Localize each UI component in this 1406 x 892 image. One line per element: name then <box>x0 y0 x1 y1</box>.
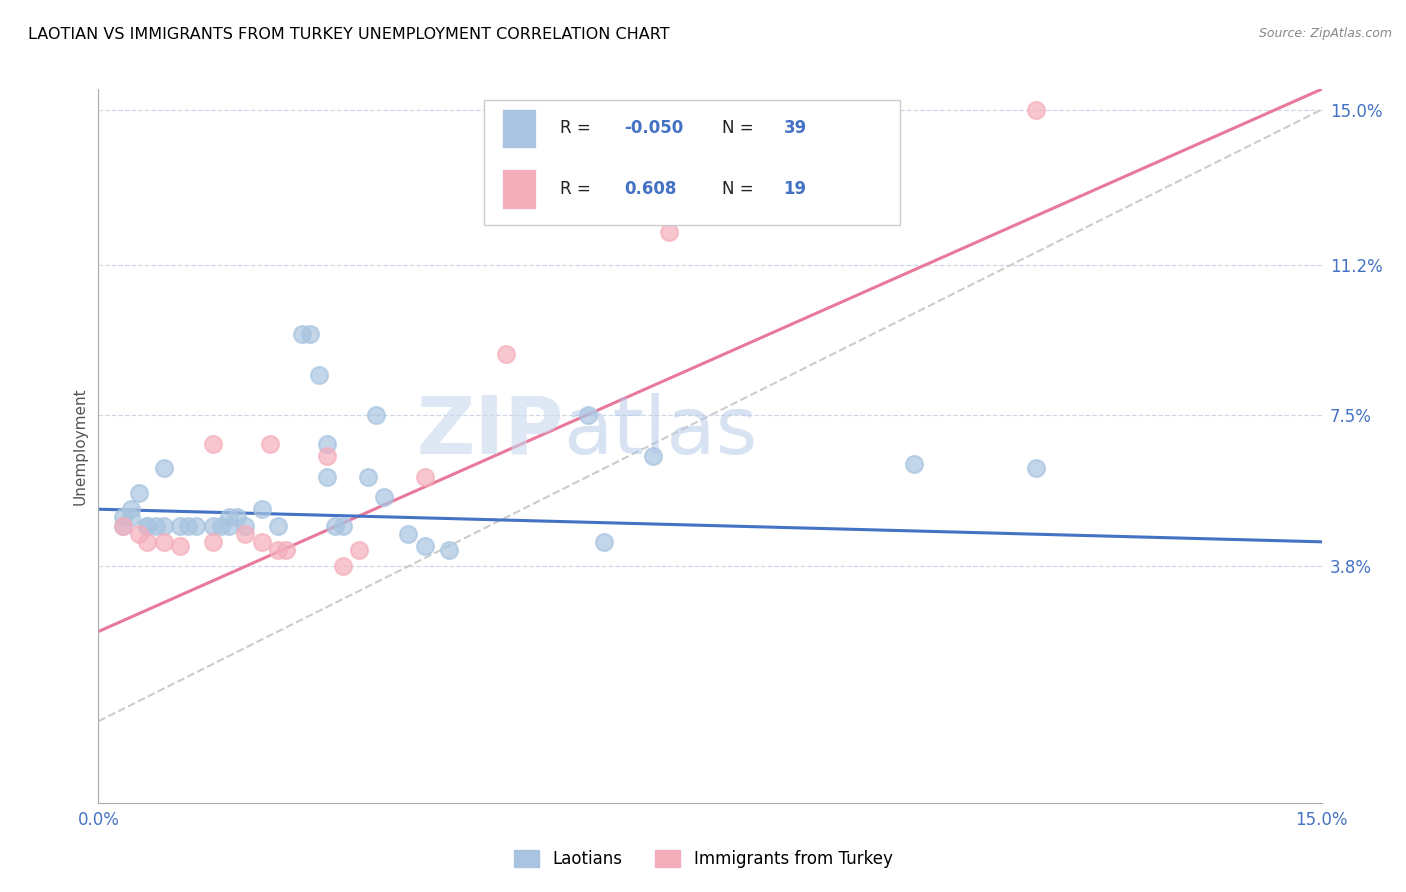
Text: 19: 19 <box>783 180 807 198</box>
FancyBboxPatch shape <box>502 109 536 148</box>
Point <box>169 518 191 533</box>
Point <box>250 502 273 516</box>
Point <box>128 486 150 500</box>
Point <box>186 518 208 533</box>
Point <box>356 469 378 483</box>
Text: R =: R = <box>560 180 600 198</box>
Point <box>291 326 314 341</box>
Point <box>250 534 273 549</box>
Point <box>226 510 249 524</box>
Point <box>201 518 224 533</box>
Point <box>233 526 256 541</box>
Point <box>576 409 599 423</box>
Point <box>593 534 616 549</box>
Point <box>111 518 134 533</box>
Point <box>308 368 330 382</box>
Text: atlas: atlas <box>564 392 758 471</box>
Point <box>209 518 232 533</box>
Point <box>201 534 224 549</box>
Point <box>1025 103 1047 117</box>
Text: 0.608: 0.608 <box>624 180 676 198</box>
FancyBboxPatch shape <box>484 100 900 225</box>
Point <box>152 461 174 475</box>
Legend: Laotians, Immigrants from Turkey: Laotians, Immigrants from Turkey <box>508 843 898 875</box>
Point <box>152 518 174 533</box>
Point <box>323 518 346 533</box>
Point <box>201 437 224 451</box>
Text: -0.050: -0.050 <box>624 120 683 137</box>
Point <box>658 225 681 239</box>
Point <box>495 347 517 361</box>
FancyBboxPatch shape <box>502 169 536 209</box>
Point <box>169 539 191 553</box>
Point <box>903 458 925 472</box>
Text: Source: ZipAtlas.com: Source: ZipAtlas.com <box>1258 27 1392 40</box>
Point <box>274 543 297 558</box>
Point <box>349 543 371 558</box>
Text: N =: N = <box>723 120 759 137</box>
Point <box>437 543 460 558</box>
Point <box>373 490 395 504</box>
Point <box>218 510 240 524</box>
Point <box>332 559 354 574</box>
Point <box>136 518 159 533</box>
Point <box>259 437 281 451</box>
Point <box>233 518 256 533</box>
Point <box>177 518 200 533</box>
Point <box>136 534 159 549</box>
Y-axis label: Unemployment: Unemployment <box>72 387 87 505</box>
Point <box>267 518 290 533</box>
Point <box>120 502 142 516</box>
Point <box>111 510 134 524</box>
Point <box>299 326 322 341</box>
Point <box>332 518 354 533</box>
Point <box>267 543 290 558</box>
Point <box>136 518 159 533</box>
Point <box>1025 461 1047 475</box>
Text: N =: N = <box>723 180 759 198</box>
Point <box>315 469 337 483</box>
Text: R =: R = <box>560 120 596 137</box>
Text: LAOTIAN VS IMMIGRANTS FROM TURKEY UNEMPLOYMENT CORRELATION CHART: LAOTIAN VS IMMIGRANTS FROM TURKEY UNEMPL… <box>28 27 669 42</box>
Point <box>396 526 419 541</box>
Point <box>145 518 167 533</box>
Point <box>413 539 436 553</box>
Point <box>413 469 436 483</box>
Point <box>315 437 337 451</box>
Point <box>152 534 174 549</box>
Point <box>315 449 337 463</box>
Point <box>120 510 142 524</box>
Point <box>364 409 387 423</box>
Point <box>641 449 664 463</box>
Point <box>218 518 240 533</box>
Text: 39: 39 <box>783 120 807 137</box>
Point <box>128 526 150 541</box>
Text: ZIP: ZIP <box>416 392 564 471</box>
Point <box>111 518 134 533</box>
